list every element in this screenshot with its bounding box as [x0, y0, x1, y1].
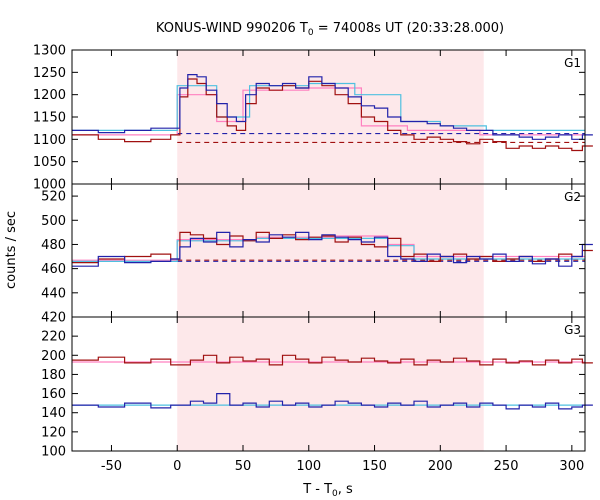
- y-axis-label: counts / sec: [4, 211, 19, 289]
- y-tick-label-g2: 520: [41, 190, 66, 205]
- panel-label-g2: G2: [564, 190, 581, 204]
- y-tick-label-g2: 420: [41, 311, 66, 326]
- chart-title: KONUS-WIND 990206 T0 = 74008s UT (20:33:…: [156, 21, 504, 38]
- x-tick-label: 50: [235, 459, 252, 474]
- y-tick-label-g2: 460: [41, 262, 66, 277]
- series-red-g3: [72, 354, 593, 366]
- chart-title-sub: 0: [308, 28, 314, 38]
- highlight-band-g2: [177, 184, 484, 317]
- x-tick-label: 200: [428, 459, 453, 474]
- y-tick-label-g3: 180: [41, 368, 66, 383]
- x-axis-label-suffix: , s: [338, 482, 353, 497]
- y-tick-label-g3: 160: [41, 387, 66, 402]
- y-tick-label-g3: 220: [41, 330, 66, 345]
- y-tick-label-g3: 120: [41, 425, 66, 440]
- panel-frame-g3: [71, 316, 586, 452]
- x-tick-label: 100: [296, 459, 321, 474]
- y-tick-label-g1: 1050: [33, 155, 66, 170]
- y-tick-label-g2: 440: [41, 286, 66, 301]
- y-tick-label-g1: 1200: [33, 88, 66, 103]
- x-axis-label-sub: 0: [332, 489, 338, 499]
- x-axis-label-prefix: T - T: [302, 482, 332, 497]
- x-tick-label: 300: [559, 459, 584, 474]
- chart-title-suffix: = 74008s UT (20:33:28.000): [314, 21, 504, 36]
- series-blue-g2: [72, 231, 593, 267]
- y-tick-label-g2: 480: [41, 238, 66, 253]
- plot-layer: 1000105011001150120012501300G14204404604…: [33, 44, 593, 474]
- y-tick-label-g1: 1100: [33, 133, 66, 148]
- y-tick-label-g3: 200: [41, 349, 66, 364]
- panel-label-g1: G1: [564, 56, 581, 70]
- chart-title-prefix: KONUS-WIND 990206 T: [156, 21, 308, 36]
- series-red-g1: [72, 78, 593, 152]
- x-axis-label: T - T0, s: [302, 482, 353, 499]
- x-tick-label: -50: [101, 459, 122, 474]
- y-tick-label-g1: 1150: [33, 111, 66, 126]
- panel-label-g3: G3: [564, 323, 581, 337]
- series-blue-g1: [72, 74, 593, 140]
- y-tick-label-g1: 1300: [33, 44, 66, 59]
- y-tick-label-g1: 1250: [33, 66, 66, 81]
- x-tick-label: 150: [362, 459, 387, 474]
- x-tick-label: 0: [173, 459, 181, 474]
- y-tick-label-g3: 100: [41, 445, 66, 460]
- series-red-g2: [72, 231, 593, 264]
- highlight-band-g3: [177, 317, 484, 451]
- x-tick-label: 250: [494, 459, 519, 474]
- y-tick-label-g2: 500: [41, 214, 66, 229]
- series-blue-g3: [72, 393, 593, 410]
- y-tick-label-g1: 1000: [33, 178, 66, 193]
- y-tick-label-g3: 140: [41, 406, 66, 421]
